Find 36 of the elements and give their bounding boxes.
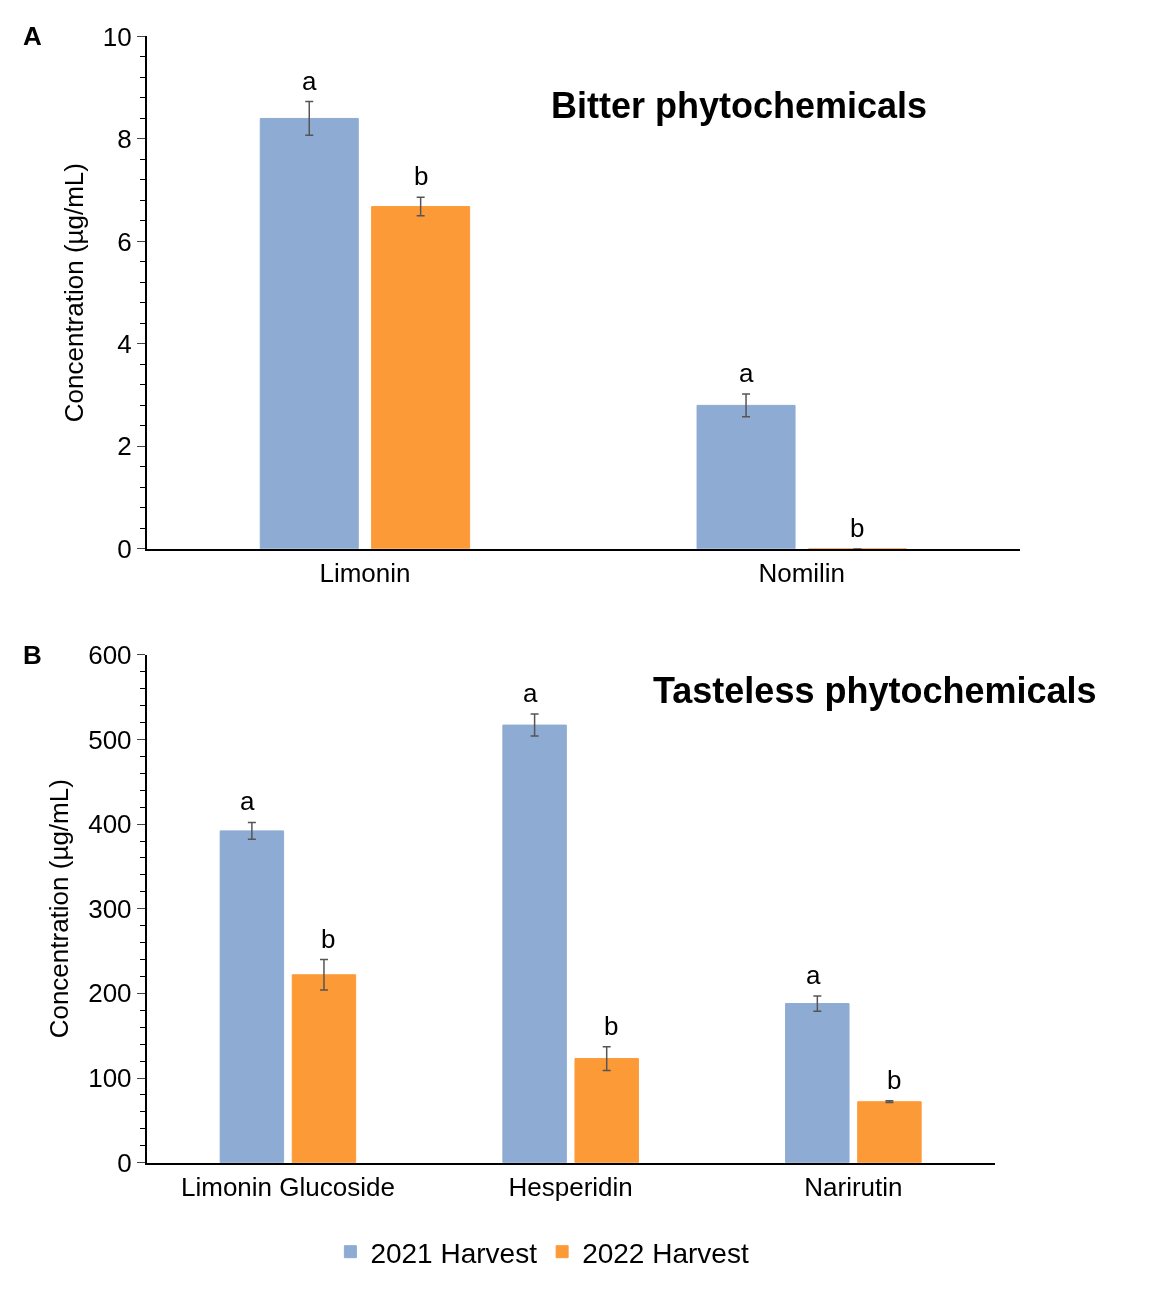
y-tick-label: 100 [88,1063,132,1094]
data-label: a [302,66,317,96]
data-label: a [806,960,821,990]
x-tick-label: Hesperidin [508,1171,633,1202]
y-tick-label: 4 [117,328,132,359]
data-label: b [414,161,429,191]
y-tick-label: 400 [88,809,132,840]
y-tick-label: 500 [88,724,132,755]
y-axis-title: Concentration (µg/mL) [58,163,89,423]
data-label: a [739,358,754,388]
data-label: b [887,1065,902,1095]
x-tick-label: Narirutin [804,1171,903,1202]
y-tick-label: 0 [117,533,132,564]
text: A [23,21,42,51]
data-label: b [604,1011,619,1041]
legend-label: 2022 Harvest [582,1237,749,1269]
data-label: b [850,513,865,543]
y-tick-label: 0 [117,1147,132,1178]
y-axis-title: Concentration (µg/mL) [44,779,75,1039]
y-tick-label: 10 [102,21,132,52]
y-tick-label: 8 [117,124,132,155]
chart-title: Tasteless phytochemicals [653,670,1097,711]
text: Bitter phytochemicals [551,85,928,126]
y-tick-label: 200 [88,978,132,1009]
data-label: a [523,678,538,708]
text: B [23,640,42,670]
data-label: a [240,786,255,816]
y-tick-label: 600 [88,639,132,670]
x-tick-label: Nomilin [758,557,846,588]
y-tick-label: 300 [88,893,132,924]
x-tick-label: Limonin [319,557,411,588]
x-tick-label: Limonin Glucoside [180,1171,395,1202]
data-label: b [321,924,336,954]
y-tick-label: 2 [117,431,132,462]
legend-label: 2021 Harvest [370,1237,538,1269]
y-tick-label: 6 [117,226,132,257]
